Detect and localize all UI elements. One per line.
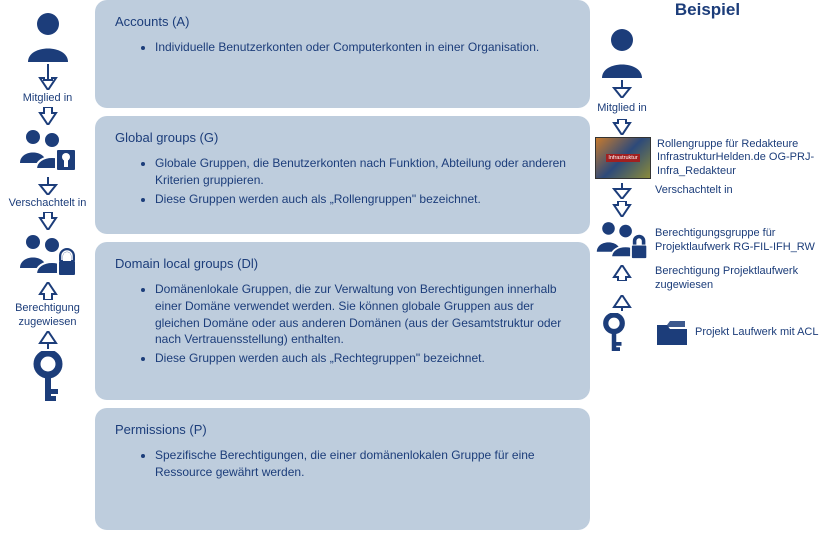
card-bullet: Diese Gruppen werden auch als „Rollengru…: [155, 191, 570, 208]
rollen-row: Rollengruppe für Redakteure Infrastruktu…: [595, 137, 820, 179]
card-bullet: Domänenlokale Gruppen, die zur Verwaltun…: [155, 281, 570, 348]
folder-icon: [655, 319, 689, 347]
arrow-up-icon: [0, 282, 95, 300]
group-lock-icon: [595, 219, 649, 263]
arrow-down-icon: [612, 80, 632, 98]
arrow-down-icon: [612, 119, 632, 135]
mitglied-label: Mitglied in: [0, 92, 95, 105]
card-bullet: Diese Gruppen werden auch als „Rechtegru…: [155, 350, 570, 367]
arrow-down-icon: [0, 177, 95, 195]
arrow-up-icon: [612, 295, 632, 311]
perm-card: Permissions (P) Spezifische Berechtigung…: [95, 408, 590, 530]
domain-card: Domain local groups (Dl) Domänenlokale G…: [95, 242, 590, 400]
group-lock-icon: [0, 232, 95, 280]
logo-icon: [595, 137, 651, 179]
user-icon: [595, 26, 649, 78]
right-example-column: Beispiel Mitglied in Rollengruppe für Re…: [595, 0, 820, 355]
user-icon: [0, 10, 95, 62]
rollen-text: Rollengruppe für Redakteure Infrastruktu…: [657, 138, 820, 179]
arrow-down-icon: [0, 212, 95, 230]
global-card: Global groups (G) Globale Gruppen, die B…: [95, 116, 590, 234]
berechtigung-label: Berechtigung zugewiesen: [0, 302, 95, 328]
berecht-laufwerk-label: Berechtigung Projektlaufwerk zugewiesen: [655, 265, 820, 293]
left-icon-column: Mitglied in Verschachtelt in: [0, 10, 95, 403]
projekt-text: Projekt Laufwerk mit ACL: [695, 326, 820, 340]
verschachtelt-label: Verschachtelt in: [0, 197, 95, 210]
card-bullet: Spezifische Berechtigungen, die einer do…: [155, 447, 570, 481]
berecht-gruppe-row: Berechtigungsgruppe für Projektlaufwerk …: [595, 219, 820, 263]
arrow-down-icon: [0, 64, 95, 90]
card-title: Global groups (G): [115, 130, 570, 145]
arrow-down-icon: [612, 183, 632, 199]
beispiel-title: Beispiel: [595, 0, 820, 20]
verschachtelt-label: Verschachtelt in: [655, 184, 820, 198]
card-title: Permissions (P): [115, 422, 570, 437]
card-title: Domain local groups (Dl): [115, 256, 570, 271]
projekt-row: Projekt Laufwerk mit ACL: [595, 313, 820, 353]
arrow-up-icon: [612, 265, 632, 281]
arrow-down-icon: [612, 201, 632, 217]
group-key-icon: [0, 127, 95, 175]
arrow-down-icon: [0, 107, 95, 125]
arrow-up-icon: [0, 331, 95, 349]
card-title: Accounts (A): [115, 14, 570, 29]
card-bullet: Individuelle Benutzerkonten oder Compute…: [155, 39, 570, 56]
accounts-card: Accounts (A) Individuelle Benutzerkonten…: [95, 0, 590, 108]
key-folder-icon: [595, 313, 649, 353]
key-icon: [0, 351, 95, 403]
card-bullet: Globale Gruppen, die Benutzerkonten nach…: [155, 155, 570, 189]
berecht-gruppe-text: Berechtigungsgruppe für Projektlaufwerk …: [655, 227, 820, 255]
center-cards: Accounts (A) Individuelle Benutzerkonten…: [95, 0, 590, 538]
mitglied-label: Mitglied in: [595, 102, 649, 115]
